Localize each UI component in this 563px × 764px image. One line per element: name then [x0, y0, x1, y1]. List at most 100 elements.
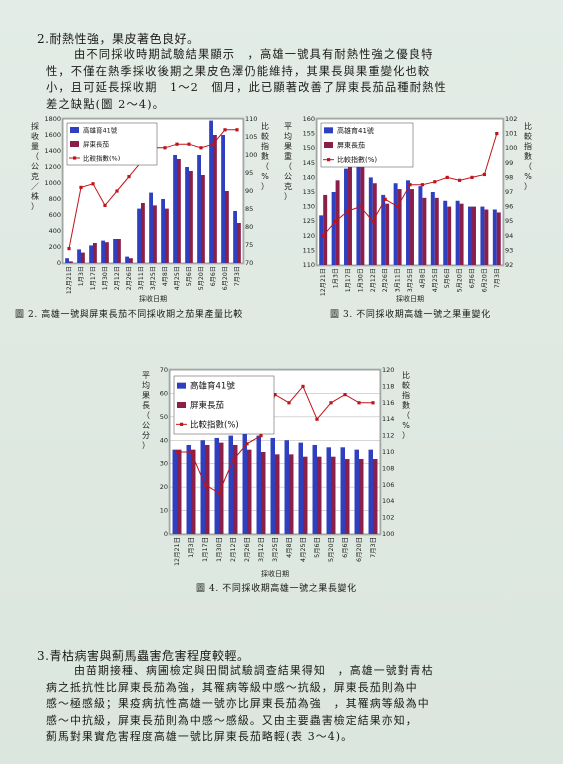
bar-pingtung	[345, 459, 350, 534]
legend-label: 屏東長茄	[337, 140, 365, 149]
bar-kaohsiung	[161, 199, 165, 263]
y2-tick-label: 110	[382, 448, 394, 456]
y-tick-label: 155	[303, 130, 315, 138]
index-point	[470, 175, 474, 179]
index-point	[343, 393, 347, 397]
x-axis-label: 採收日期	[396, 294, 424, 303]
x-tick-label: 6月20日	[222, 266, 229, 290]
bar-pingtung	[93, 243, 97, 263]
paragraph-disease-resistance: 由苗期接種、病圃檢定與田間試驗調查結果得知 ，高雄一號對青枯 病之抵抗性比屏東長…	[46, 663, 434, 746]
y-tick-label: 600	[49, 211, 61, 219]
x-tick-label: 2月12日	[370, 268, 377, 292]
index-point	[334, 219, 338, 223]
x-axis-label: 採收日期	[139, 294, 167, 303]
bar-pingtung	[213, 135, 217, 263]
y-axis-label-char: ／	[31, 182, 39, 191]
y-axis-label-char: 均	[284, 131, 292, 141]
y-tick-label: 70	[160, 366, 168, 374]
legend-swatch	[177, 402, 186, 408]
y2-axis-label-char: 數	[402, 400, 410, 410]
x-tick-label: 1月17日	[90, 266, 97, 290]
index-point	[245, 442, 249, 446]
paragraph-line: 性，不僅在熱季採收後期之果皮色澤仍能維持，其果長與果重變化也較	[46, 64, 431, 78]
bar-kaohsiung	[209, 120, 213, 263]
y2-axis-label-char: ）	[524, 182, 532, 191]
bar-pingtung	[472, 206, 476, 265]
y2-tick-label: 75	[245, 241, 253, 249]
bar-pingtung	[177, 159, 181, 263]
y2-axis-label-char: 指	[261, 141, 269, 151]
y2-tick-label: 100	[382, 530, 394, 538]
index-point	[420, 183, 424, 187]
bar-kaohsiung	[101, 240, 105, 263]
paragraph-line: 由苗期接種、病圃檢定與田間試驗調查結果得知 ，高雄一號對青枯	[74, 664, 434, 677]
x-tick-label: 1月17日	[201, 537, 209, 562]
x-tick-label: 12月21日	[173, 537, 181, 566]
y-tick-label: 145	[303, 159, 315, 167]
bar-pingtung	[360, 162, 365, 265]
y2-axis-label: 比較指數（%）	[402, 370, 410, 440]
y-tick-label: 135	[303, 188, 315, 196]
y-tick-label: 160	[303, 115, 315, 123]
x-tick-label: 1月30日	[215, 537, 223, 562]
y-tick-label: 140	[303, 173, 315, 181]
x-tick-label: 1月3日	[78, 266, 85, 286]
bar-pingtung	[165, 208, 169, 263]
x-tick-label: 7月3日	[494, 268, 501, 288]
x-tick-label: 1月3日	[187, 537, 195, 558]
y2-tick-label: 100	[505, 144, 517, 152]
index-point	[408, 183, 412, 187]
y-tick-label: 20	[160, 483, 168, 491]
x-tick-label: 2月26日	[126, 266, 133, 290]
y-axis-label-char: 均	[142, 380, 150, 390]
y2-axis-label-char: 指	[402, 390, 410, 400]
y-axis-label-char: 果	[284, 142, 292, 151]
bar-pingtung	[459, 203, 464, 265]
bar-pingtung	[153, 205, 157, 263]
legend-swatch	[177, 382, 186, 389]
y2-axis-label-char: 指	[524, 141, 532, 151]
index-point	[217, 491, 221, 495]
y2-tick-label: 106	[382, 481, 394, 489]
section-heading-heat-tolerance: 2.耐熱性強，果皮著色良好。	[37, 32, 200, 46]
index-point	[67, 247, 71, 251]
y2-tick-label: 112	[382, 432, 394, 440]
bar-pingtung	[410, 189, 414, 265]
bar-kaohsiung	[185, 167, 189, 263]
y-axis-label-char: 株	[31, 191, 39, 201]
bar-kaohsiung	[186, 444, 191, 534]
index-point	[357, 401, 361, 405]
y2-tick-label: 99	[505, 159, 513, 167]
x-tick-label: 5月6日	[186, 266, 193, 286]
index-point	[346, 209, 350, 213]
index-point	[79, 185, 83, 189]
index-point	[329, 401, 333, 405]
bar-kaohsiung	[319, 215, 324, 265]
y2-tick-label: 94	[505, 232, 513, 240]
index-point	[371, 401, 375, 405]
bar-kaohsiung	[242, 433, 247, 534]
paragraph-heat-tolerance: 由不同採收時期試驗結果顯示 ，高雄一號具有耐熱性強之優良特 性，不僅在熱季採收後…	[46, 47, 447, 113]
bar-kaohsiung	[356, 165, 361, 265]
bar-kaohsiung	[214, 437, 219, 534]
y2-axis-label-char: %	[402, 421, 410, 430]
y-tick-label: 200	[49, 243, 61, 251]
y-axis-label-char: 收	[31, 131, 39, 141]
x-tick-label: 5月20日	[327, 537, 335, 562]
y2-tick-label: 102	[382, 514, 394, 522]
figure-4-chart: 0 10 20 30 40 50 60 70 100 102 104 106 108 110 112 114 1…	[138, 364, 420, 578]
y-axis-label-char: ）	[142, 441, 150, 450]
y-tick-label: 800	[49, 195, 61, 203]
y-axis-label-char: （	[31, 152, 39, 161]
y2-tick-label: 80	[245, 223, 253, 231]
y-tick-label: 115	[303, 246, 315, 254]
paragraph-line: 病之抵抗性比屏東長茄為強，其罹病等級中感～抗級，屏東長茄則為中	[46, 680, 418, 694]
legend-swatch	[70, 127, 79, 133]
x-tick-label: 12月21日	[66, 266, 73, 294]
x-tick-label: 2月12日	[114, 266, 121, 290]
x-tick-label: 1月3日	[333, 268, 340, 288]
index-point	[187, 142, 191, 146]
bar-kaohsiung	[344, 168, 348, 265]
y-tick-label: 110	[303, 261, 315, 269]
bar-kaohsiung	[137, 208, 141, 263]
